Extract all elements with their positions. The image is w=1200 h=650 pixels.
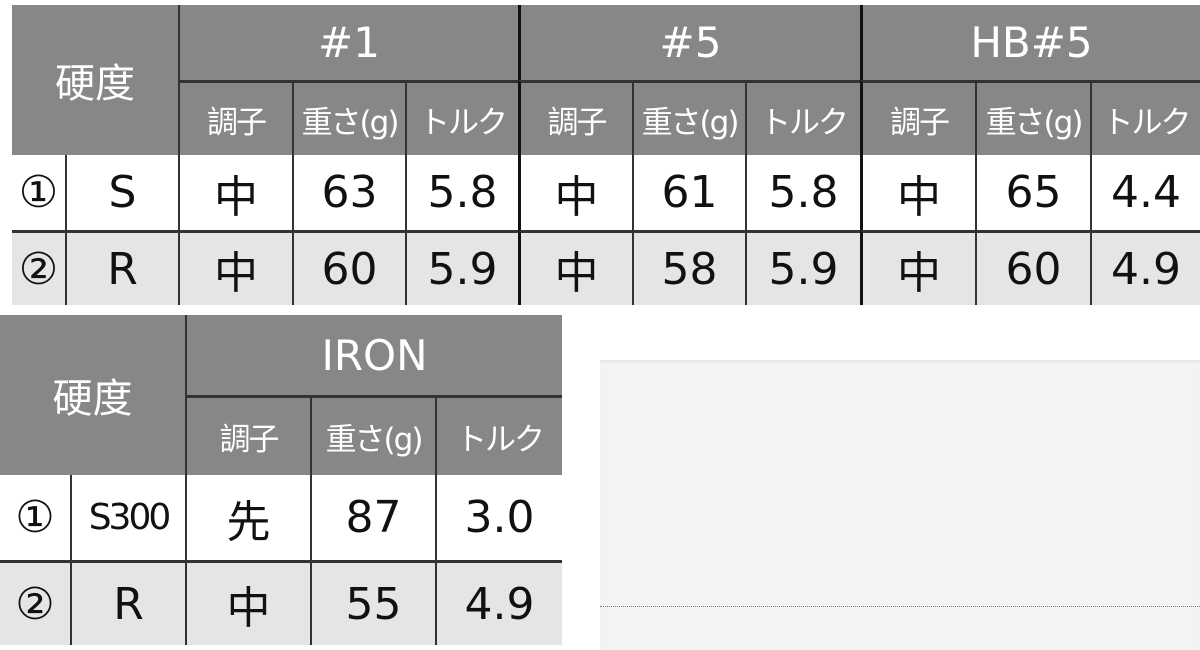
- grade-value: S: [65, 155, 178, 230]
- group-header: HB#5: [860, 5, 1200, 80]
- column-header: トルク: [745, 80, 860, 155]
- torque-value: 4.4: [1090, 155, 1200, 230]
- dotted-divider: [600, 606, 1200, 607]
- grade-header: 硬度: [12, 5, 178, 155]
- column-header: トルク: [435, 395, 562, 475]
- row-number: ①: [0, 475, 70, 560]
- weight-value: 55: [310, 560, 435, 645]
- column-header: 調子: [178, 80, 292, 155]
- torque-value: 3.0: [435, 475, 562, 560]
- column-header: トルク: [405, 80, 518, 155]
- column-header: 調子: [518, 80, 632, 155]
- row-number: ②: [12, 230, 65, 305]
- flex-point-value: 中: [518, 230, 632, 305]
- torque-value: 5.8: [745, 155, 860, 230]
- row-number: ②: [0, 560, 70, 645]
- column-header: 調子: [860, 80, 975, 155]
- torque-value: 5.8: [405, 155, 518, 230]
- column-header: 重さ(g): [310, 395, 435, 475]
- grade-value: S300: [70, 475, 185, 560]
- weight-value: 65: [975, 155, 1090, 230]
- grade-value: R: [70, 560, 185, 645]
- flex-point-value: 先: [185, 475, 310, 560]
- shaft-spec-table-iron: 硬度 IRON 調子 重さ(g) トルク ① S300 先 87 3.0 ② R 中 55 4.9: [0, 315, 562, 645]
- torque-value: 5.9: [405, 230, 518, 305]
- flex-point-value: 中: [185, 560, 310, 645]
- column-header: 重さ(g): [975, 80, 1090, 155]
- flex-point-value: 中: [178, 230, 292, 305]
- torque-value: 4.9: [435, 560, 562, 645]
- group-header: #1: [178, 5, 518, 80]
- group-header: #5: [518, 5, 860, 80]
- blank-panel: [600, 360, 1200, 650]
- weight-value: 63: [292, 155, 405, 230]
- torque-value: 4.9: [1090, 230, 1200, 305]
- column-header: 重さ(g): [632, 80, 745, 155]
- flex-point-value: 中: [518, 155, 632, 230]
- weight-value: 61: [632, 155, 745, 230]
- torque-value: 5.9: [745, 230, 860, 305]
- group-header: IRON: [185, 315, 562, 395]
- flex-point-value: 中: [860, 155, 975, 230]
- column-header: 重さ(g): [292, 80, 405, 155]
- weight-value: 60: [975, 230, 1090, 305]
- weight-value: 58: [632, 230, 745, 305]
- column-header: 調子: [185, 395, 310, 475]
- flex-point-value: 中: [178, 155, 292, 230]
- flex-point-value: 中: [860, 230, 975, 305]
- weight-value: 60: [292, 230, 405, 305]
- grade-header: 硬度: [0, 315, 185, 475]
- weight-value: 87: [310, 475, 435, 560]
- column-header: トルク: [1090, 80, 1200, 155]
- shaft-spec-table-wood: 硬度 #1 調子 重さ(g) トルク #5 調子 重さ(g) トルク HB#5 調子 重さ(g) トルク…: [12, 5, 1200, 305]
- row-number: ①: [12, 155, 65, 230]
- grade-value: R: [65, 230, 178, 305]
